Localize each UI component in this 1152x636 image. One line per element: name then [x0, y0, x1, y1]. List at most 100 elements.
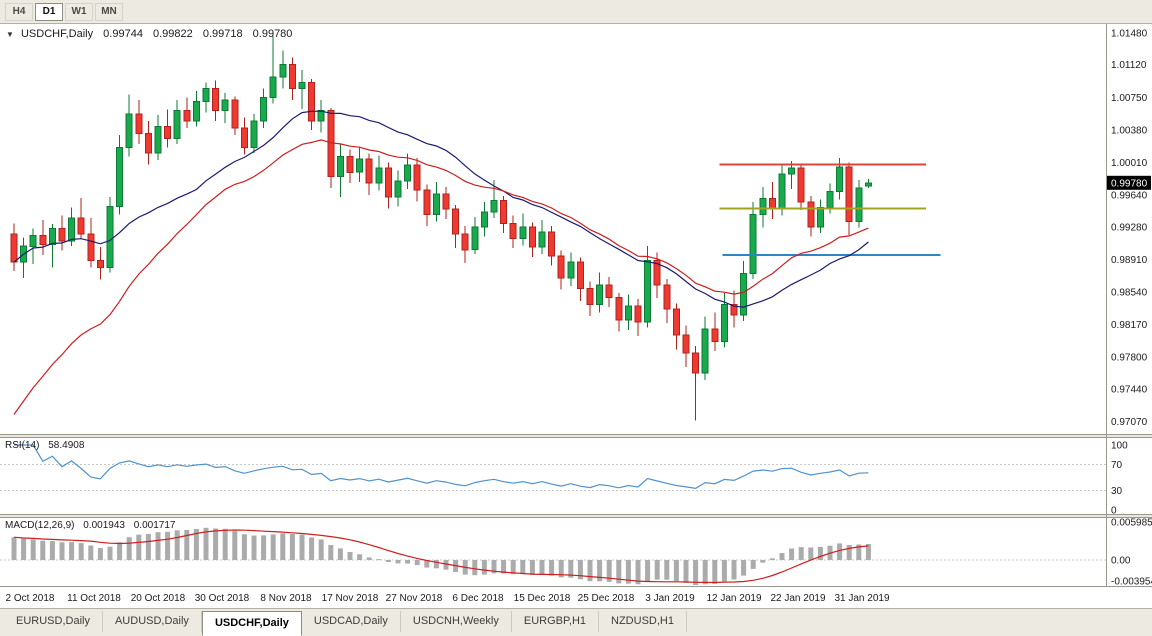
ohlc-high: 0.99822 [153, 28, 193, 40]
candle-body [711, 328, 719, 342]
price-axis-label: 1.01480 [1111, 29, 1148, 40]
time-axis-label: 2 Oct 2018 [6, 593, 55, 604]
macd-axis-label: -0.003954 [1111, 577, 1152, 588]
candle-body [308, 81, 316, 122]
candle-body [96, 259, 104, 268]
candle-body [231, 99, 239, 129]
candle-body [212, 88, 220, 111]
candle-body [567, 261, 575, 279]
candle-body [404, 164, 412, 182]
macd-histogram-bar [21, 538, 27, 560]
candle-body [778, 173, 786, 210]
macd-histogram-bar [232, 531, 238, 560]
macd-histogram-bar [539, 560, 545, 575]
candle-body [116, 147, 124, 207]
macd-axis-label: 0.00 [1111, 556, 1131, 567]
tab-usdcnh-weekly[interactable]: USDCNH,Weekly [401, 611, 512, 632]
candle-body [365, 158, 373, 184]
tab-nzdusd-h1[interactable]: NZDUSD,H1 [599, 611, 687, 632]
tab-eurusd-daily[interactable]: EURUSD,Daily [4, 611, 103, 632]
macd-histogram-bar [712, 560, 718, 584]
candle-body [77, 217, 85, 235]
price-axis-label: 0.97800 [1111, 353, 1148, 364]
candle-body [144, 132, 152, 154]
candle-body [106, 206, 114, 268]
candle-body [384, 167, 392, 198]
candle-body [682, 334, 690, 354]
macd-histogram-bar [520, 560, 526, 575]
time-axis-label: 20 Oct 2018 [131, 593, 186, 604]
price-axis-label: 0.98170 [1111, 320, 1148, 331]
candle-body [653, 259, 661, 286]
candle-body [58, 228, 66, 242]
macd-histogram-bar [203, 527, 209, 560]
macd-histogram-bar [529, 560, 535, 575]
tab-usdchf-daily[interactable]: USDCHF,Daily [201, 611, 302, 636]
timeframe-h4-button[interactable]: H4 [5, 2, 33, 21]
macd-histogram-bar [443, 560, 449, 570]
candle-body [154, 125, 162, 154]
candle-body [413, 164, 421, 191]
macd-histogram-bar [193, 529, 199, 560]
candle-body [528, 226, 536, 248]
macd-histogram-bar [78, 543, 84, 560]
macd-histogram-bar [357, 554, 363, 560]
candle-body [538, 231, 546, 248]
macd-histogram-bar [69, 542, 75, 560]
rsi-axis-label: 100 [1111, 441, 1128, 452]
tab-eurgbp-h1[interactable]: EURGBP,H1 [512, 611, 600, 632]
candle-body [490, 199, 498, 213]
macd-histogram-bar [817, 546, 823, 560]
candle-body [759, 198, 767, 216]
macd-histogram-bar [789, 548, 795, 560]
candle-body [797, 167, 805, 203]
macd-histogram-bar [587, 560, 593, 582]
macd-signal-value: 0.001717 [133, 520, 176, 531]
rsi-axis-label: 70 [1111, 460, 1123, 471]
macd-histogram-bar [856, 544, 862, 560]
horizontal-line-objects[interactable] [719, 163, 941, 256]
candle-body [788, 167, 796, 175]
candle-body [173, 110, 181, 140]
macd-histogram-bar [328, 545, 334, 560]
chart-title: ▼ USDCHF,Daily 0.99744 0.99822 0.99718 0… [6, 28, 292, 40]
macd-histogram-bar [673, 560, 679, 582]
time-axis-label: 8 Nov 2018 [260, 593, 312, 604]
chart-menu-icon[interactable]: ▼ [6, 30, 14, 39]
macd-histogram-bar [769, 558, 775, 560]
macd-histogram-bar [126, 537, 132, 560]
macd-histogram-bar [750, 560, 756, 569]
candle-body [557, 255, 565, 279]
timeframe-toolbar: H4 D1 W1 MN [0, 0, 1152, 24]
candle-body [221, 99, 229, 112]
candle-body [663, 284, 671, 310]
chart-window[interactable]: ▼ USDCHF,Daily 0.99744 0.99822 0.99718 0… [0, 24, 1152, 608]
macd-histogram-bar [741, 560, 747, 576]
macd-histogram-bar [136, 534, 142, 560]
pane-separator-rsi[interactable] [0, 434, 1152, 438]
rsi-indicator-label: RSI(14) 58.4908 [5, 440, 84, 451]
timeframe-d1-button[interactable]: D1 [35, 2, 63, 21]
macd-histogram-bar [693, 560, 699, 585]
pane-separator-macd[interactable] [0, 514, 1152, 518]
macd-histogram-bar [222, 528, 228, 560]
candle-body [855, 187, 863, 223]
macd-histogram-bar [289, 534, 295, 560]
macd-histogram-bar [405, 560, 411, 564]
candle-body [240, 127, 248, 149]
timeframe-mn-button[interactable]: MN [95, 2, 123, 21]
candle-body [279, 64, 287, 78]
candle-body [740, 273, 748, 316]
tab-audusd-daily[interactable]: AUDUSD,Daily [103, 611, 202, 632]
macd-histogram-bar [702, 560, 708, 585]
chart-canvas[interactable]: 1.01480 1.01120 1.00750 1.00380 1.00010 0.996… [0, 24, 1152, 608]
chart-background [0, 24, 1152, 608]
tab-usdcad-daily[interactable]: USDCAD,Daily [302, 611, 401, 632]
rsi-value: 58.4908 [48, 440, 85, 451]
axis-labels: 1.01480 1.01120 1.00750 1.00380 1.00010 0.996… [6, 29, 1152, 605]
macd-histogram-bar [731, 560, 737, 580]
timeframe-w1-button[interactable]: W1 [65, 2, 93, 21]
candle-body [692, 352, 700, 374]
macd-histogram-bar [270, 534, 276, 560]
